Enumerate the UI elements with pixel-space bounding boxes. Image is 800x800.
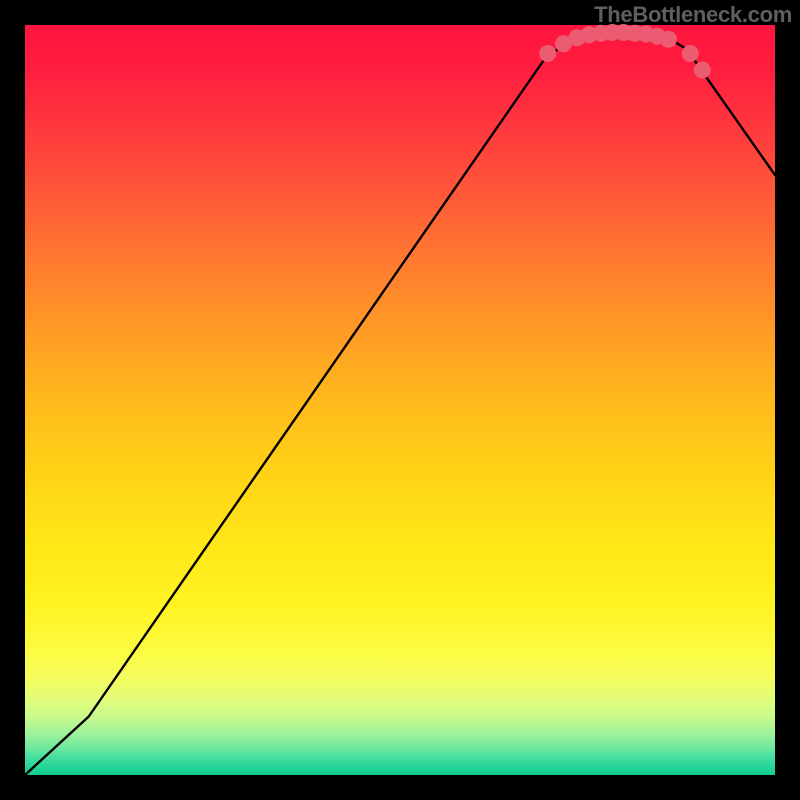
marker-point [682, 45, 699, 62]
chart-container: TheBottleneck.com [0, 0, 800, 800]
marker-point [660, 31, 677, 48]
marker-point [539, 45, 556, 62]
marker-point [694, 62, 711, 79]
watermark-text: TheBottleneck.com [594, 2, 792, 28]
bottleneck-chart [0, 0, 800, 800]
chart-background [25, 25, 775, 775]
